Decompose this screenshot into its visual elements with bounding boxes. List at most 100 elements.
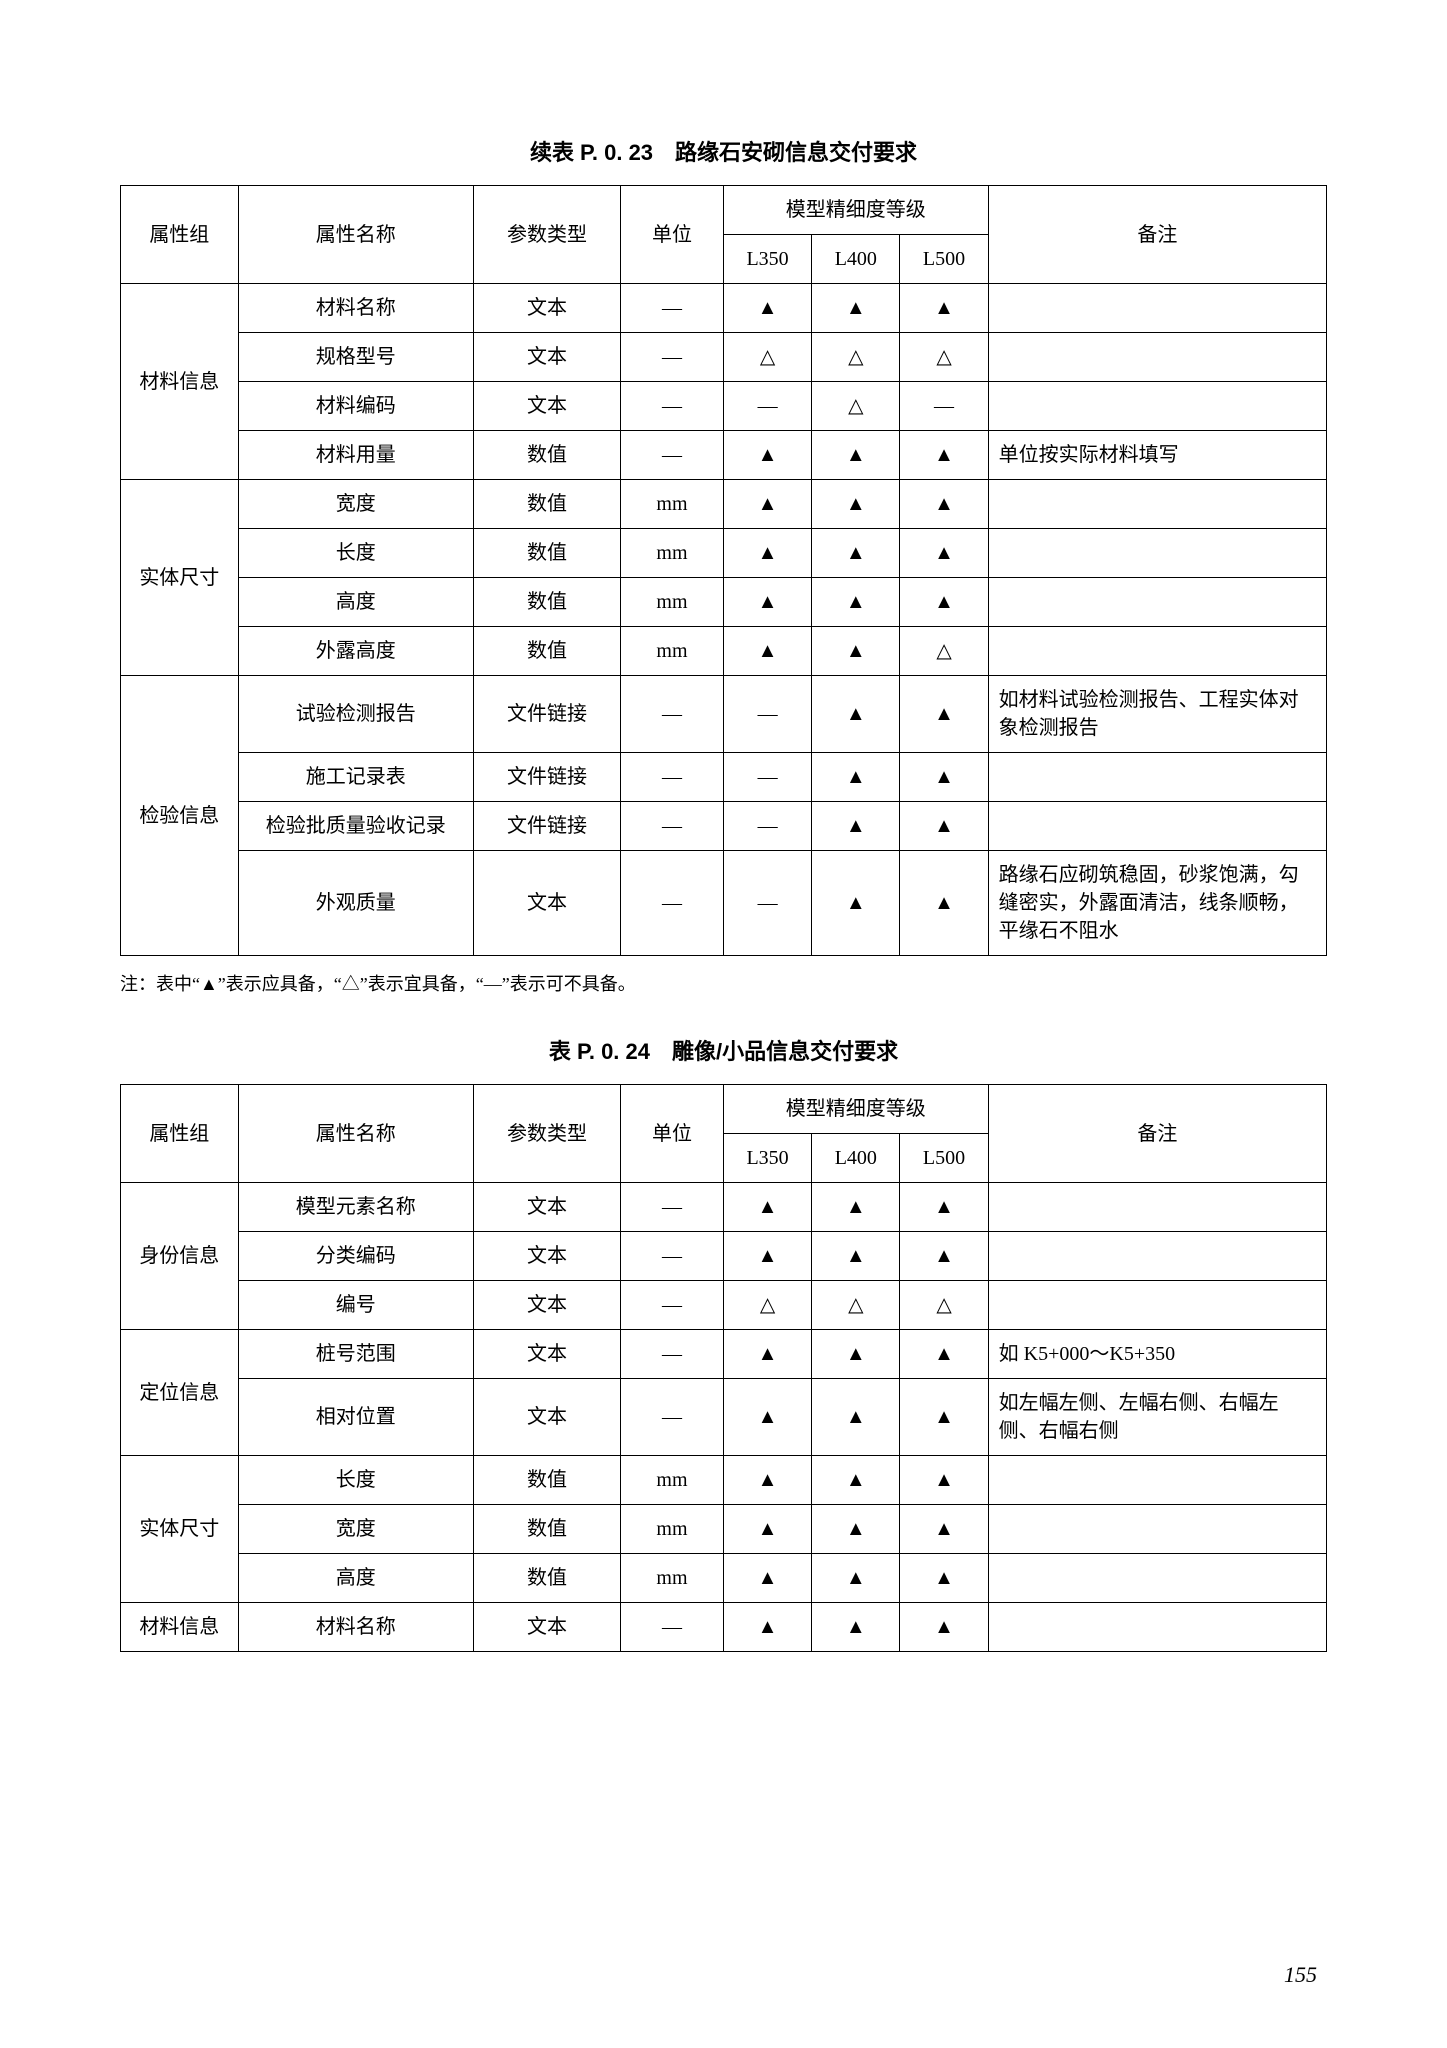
- hdr-level: 模型精细度等级: [723, 1085, 988, 1134]
- cell-remark: [988, 1554, 1326, 1603]
- table-row: 相对位置文本—▲▲▲如左幅左侧、左幅右侧、右幅左侧、右幅右侧: [121, 1379, 1327, 1456]
- hdr-group: 属性组: [121, 1085, 239, 1183]
- hdr-group: 属性组: [121, 186, 239, 284]
- cell-name: 高度: [238, 578, 473, 627]
- cell-type: 文本: [473, 1281, 620, 1330]
- table2-header: 属性组 属性名称 参数类型 单位 模型精细度等级 备注 L350 L400 L5…: [121, 1085, 1327, 1183]
- cell-type: 数值: [473, 480, 620, 529]
- cell-name: 规格型号: [238, 333, 473, 382]
- hdr-l350: L350: [723, 235, 811, 284]
- cell-remark: [988, 1281, 1326, 1330]
- cell-l400: △: [812, 1281, 900, 1330]
- cell-unit: mm: [621, 1456, 724, 1505]
- cell-remark: [988, 480, 1326, 529]
- table-row: 定位信息桩号范围文本—▲▲▲如 K5+000～K5+350: [121, 1330, 1327, 1379]
- cell-l500: ▲: [900, 480, 988, 529]
- cell-l350: —: [723, 382, 811, 431]
- cell-remark: [988, 382, 1326, 431]
- cell-type: 文本: [473, 1603, 620, 1652]
- cell-l400: ▲: [812, 802, 900, 851]
- cell-remark: [988, 1456, 1326, 1505]
- cell-group: 实体尺寸: [121, 1456, 239, 1603]
- hdr-remark: 备注: [988, 1085, 1326, 1183]
- cell-unit: —: [621, 1330, 724, 1379]
- cell-group: 检验信息: [121, 676, 239, 956]
- cell-remark: [988, 1183, 1326, 1232]
- cell-l500: ▲: [900, 1603, 988, 1652]
- table1-note: 注：表中“▲”表示应具备，“△”表示宜具备，“—”表示可不具备。: [120, 970, 1327, 996]
- hdr-unit: 单位: [621, 1085, 724, 1183]
- cell-l350: —: [723, 802, 811, 851]
- cell-l500: ▲: [900, 676, 988, 753]
- cell-remark: [988, 753, 1326, 802]
- cell-group: 材料信息: [121, 1603, 239, 1652]
- cell-type: 文件链接: [473, 802, 620, 851]
- cell-l400: △: [812, 333, 900, 382]
- cell-l350: ▲: [723, 1232, 811, 1281]
- cell-unit: mm: [621, 627, 724, 676]
- cell-l400: ▲: [812, 1183, 900, 1232]
- cell-group: 定位信息: [121, 1330, 239, 1456]
- document-page: 续表 P. 0. 23 路缘石安砌信息交付要求 属性组 属性名称 参数类型 单位…: [0, 0, 1447, 2048]
- hdr-remark: 备注: [988, 186, 1326, 284]
- cell-l400: ▲: [812, 676, 900, 753]
- cell-l400: ▲: [812, 1505, 900, 1554]
- cell-unit: —: [621, 382, 724, 431]
- cell-remark: [988, 284, 1326, 333]
- hdr-l350: L350: [723, 1134, 811, 1183]
- cell-name: 材料用量: [238, 431, 473, 480]
- cell-l500: ▲: [900, 851, 988, 956]
- cell-name: 材料名称: [238, 1603, 473, 1652]
- table-row: 材料信息材料名称文本—▲▲▲: [121, 284, 1327, 333]
- cell-l400: ▲: [812, 284, 900, 333]
- cell-l350: ▲: [723, 284, 811, 333]
- cell-remark: [988, 627, 1326, 676]
- cell-l400: ▲: [812, 1554, 900, 1603]
- hdr-l500: L500: [900, 235, 988, 284]
- cell-remark: 路缘石应砌筑稳固，砂浆饱满，勾缝密实，外露面清洁，线条顺畅，平缘石不阻水: [988, 851, 1326, 956]
- cell-l350: ▲: [723, 627, 811, 676]
- page-number: 155: [1284, 1962, 1317, 1988]
- cell-unit: —: [621, 431, 724, 480]
- table-row: 规格型号文本—△△△: [121, 333, 1327, 382]
- table-row: 外观质量文本——▲▲路缘石应砌筑稳固，砂浆饱满，勾缝密实，外露面清洁，线条顺畅，…: [121, 851, 1327, 956]
- cell-l500: ▲: [900, 431, 988, 480]
- cell-remark: 单位按实际材料填写: [988, 431, 1326, 480]
- cell-unit: —: [621, 1281, 724, 1330]
- cell-remark: [988, 1505, 1326, 1554]
- cell-name: 宽度: [238, 480, 473, 529]
- cell-l350: ▲: [723, 578, 811, 627]
- cell-l400: △: [812, 382, 900, 431]
- cell-unit: mm: [621, 1554, 724, 1603]
- cell-l400: ▲: [812, 851, 900, 956]
- table-row: 检验信息试验检测报告文件链接——▲▲如材料试验检测报告、工程实体对象检测报告: [121, 676, 1327, 753]
- cell-l500: ▲: [900, 1183, 988, 1232]
- cell-unit: —: [621, 851, 724, 956]
- cell-unit: —: [621, 753, 724, 802]
- cell-l350: —: [723, 753, 811, 802]
- table-row: 长度数值mm▲▲▲: [121, 529, 1327, 578]
- cell-l500: ▲: [900, 1379, 988, 1456]
- cell-group: 实体尺寸: [121, 480, 239, 676]
- cell-l500: ▲: [900, 284, 988, 333]
- table-row: 宽度数值mm▲▲▲: [121, 1505, 1327, 1554]
- cell-name: 长度: [238, 1456, 473, 1505]
- cell-unit: mm: [621, 529, 724, 578]
- cell-name: 模型元素名称: [238, 1183, 473, 1232]
- cell-l350: ▲: [723, 1603, 811, 1652]
- cell-l350: —: [723, 851, 811, 956]
- cell-name: 检验批质量验收记录: [238, 802, 473, 851]
- hdr-level: 模型精细度等级: [723, 186, 988, 235]
- cell-type: 数值: [473, 1505, 620, 1554]
- table-row: 编号文本—△△△: [121, 1281, 1327, 1330]
- cell-l500: —: [900, 382, 988, 431]
- cell-l350: ▲: [723, 1330, 811, 1379]
- cell-type: 文本: [473, 851, 620, 956]
- hdr-l400: L400: [812, 1134, 900, 1183]
- cell-unit: —: [621, 802, 724, 851]
- cell-l350: ▲: [723, 480, 811, 529]
- table-row: 材料用量数值—▲▲▲单位按实际材料填写: [121, 431, 1327, 480]
- cell-remark: 如 K5+000～K5+350: [988, 1330, 1326, 1379]
- cell-l350: ▲: [723, 431, 811, 480]
- cell-remark: [988, 1232, 1326, 1281]
